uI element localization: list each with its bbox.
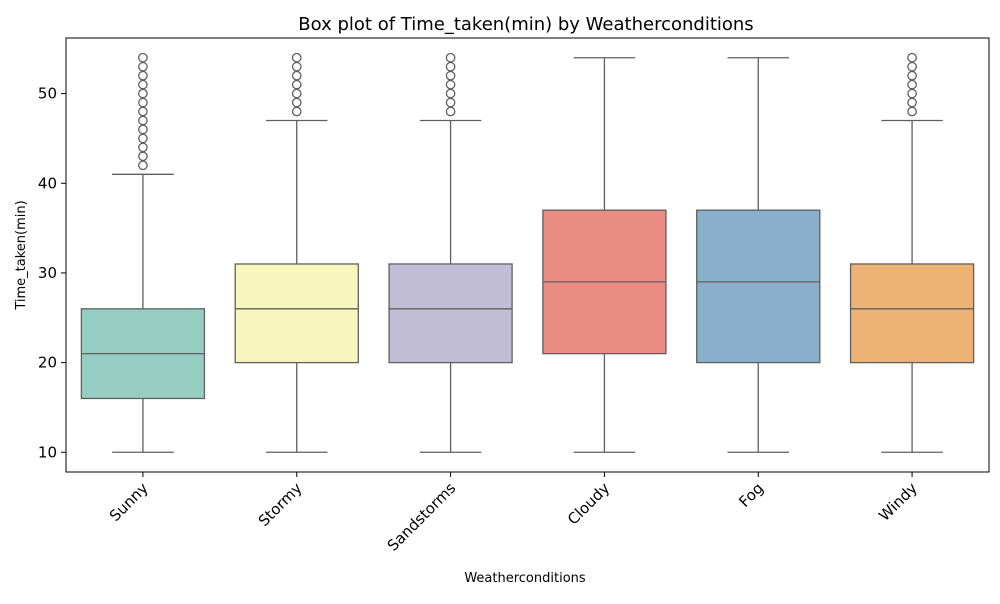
box-iqr bbox=[849, 263, 975, 364]
box-group-windy bbox=[849, 52, 975, 453]
outlier-point bbox=[291, 52, 302, 63]
box-group-cloudy bbox=[542, 57, 667, 453]
y-tick-label: 20 bbox=[38, 354, 57, 372]
plot-frame bbox=[65, 37, 990, 473]
box-iqr bbox=[696, 209, 821, 364]
x-axis-label: Weatherconditions bbox=[464, 571, 586, 586]
y-tick-label: 10 bbox=[38, 443, 57, 461]
outlier-point bbox=[138, 52, 148, 63]
chart-title: Box plot of Time_taken(min) by Weatherco… bbox=[298, 14, 753, 35]
y-axis-label: Time_taken(min) bbox=[14, 200, 29, 310]
box-group-stormy bbox=[234, 52, 359, 453]
box-iqr bbox=[234, 263, 359, 364]
box-iqr bbox=[388, 263, 513, 364]
boxes-layer bbox=[80, 52, 975, 453]
outlier-point bbox=[907, 52, 917, 63]
outlier-point bbox=[445, 52, 456, 63]
box-group-sunny bbox=[80, 52, 206, 453]
y-tick-label: 30 bbox=[38, 264, 57, 282]
y-tick-label: 40 bbox=[38, 174, 57, 192]
y-tick-label: 50 bbox=[38, 85, 57, 103]
y-axis: 10 20 30 40 50 bbox=[38, 85, 66, 461]
box-group-sandstorms bbox=[388, 52, 513, 453]
box-group-fog bbox=[696, 57, 821, 453]
